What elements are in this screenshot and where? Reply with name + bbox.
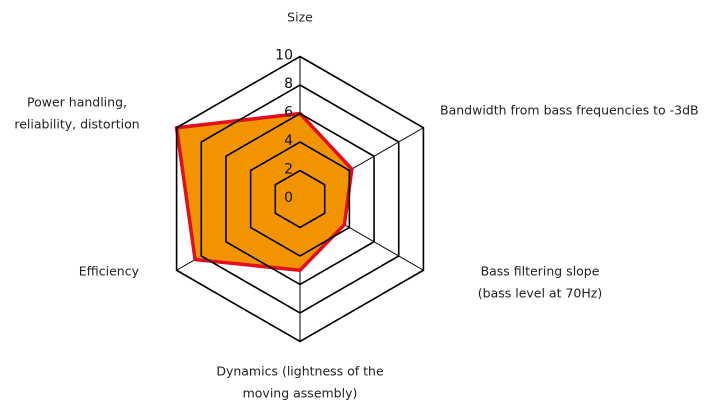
data-area (174, 111, 354, 272)
axis-label: Dynamics (lightness of the (216, 364, 384, 379)
grid-ring (225, 112, 375, 286)
grid-ring (274, 169, 326, 229)
grid-ring (200, 84, 400, 314)
axis-label: Efficiency (79, 264, 140, 279)
grid-ring (249, 141, 351, 257)
r-tick-label: 0 (284, 190, 293, 206)
grid-ring (175, 55, 425, 343)
r-tick-label: 10 (275, 48, 293, 64)
axis-label: moving assembly) (243, 386, 358, 401)
r-tick-label: 2 (284, 162, 293, 178)
r-tick-label: 4 (284, 133, 293, 149)
axis-label: Size (287, 10, 313, 25)
r-tick-label: 8 (284, 76, 293, 92)
axis-label: Bass filtering slope (481, 264, 600, 279)
axis-label: reliability, distortion (14, 117, 139, 132)
axis-label: (bass level at 70Hz) (478, 286, 602, 301)
axis-label: Power handling, (27, 95, 127, 110)
axis-label: Bandwidth from bass frequencies to -3dB (440, 103, 699, 118)
r-tick-label: 6 (284, 105, 293, 121)
